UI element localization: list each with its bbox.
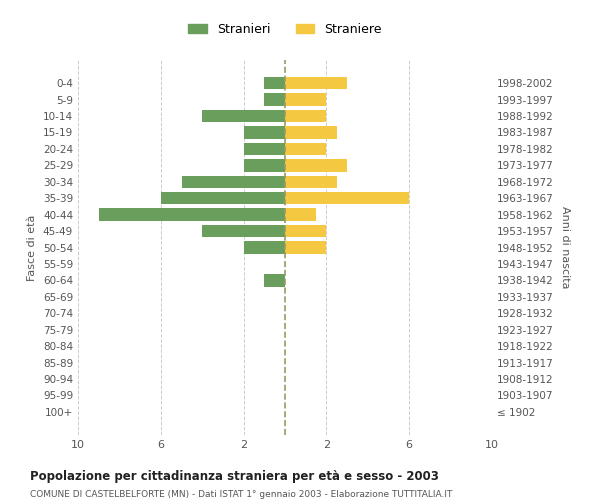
Bar [244,143,285,155]
Bar [285,110,326,122]
Bar [285,208,316,221]
Bar [285,143,326,155]
Bar [182,176,285,188]
Bar [244,126,285,138]
Y-axis label: Fasce di età: Fasce di età [28,214,37,280]
Bar [285,159,347,172]
Y-axis label: Anni di nascita: Anni di nascita [560,206,570,289]
Bar [202,110,285,122]
Bar [99,208,285,221]
Bar [265,94,285,106]
Bar [244,159,285,172]
Bar [285,225,326,237]
Text: Popolazione per cittadinanza straniera per età e sesso - 2003: Popolazione per cittadinanza straniera p… [30,470,439,483]
Bar [265,274,285,286]
Bar [285,192,409,204]
Bar [244,242,285,254]
Legend: Stranieri, Straniere: Stranieri, Straniere [183,18,387,40]
Bar [285,176,337,188]
Bar [285,77,347,90]
Text: COMUNE DI CASTELBELFORTE (MN) - Dati ISTAT 1° gennaio 2003 - Elaborazione TUTTIT: COMUNE DI CASTELBELFORTE (MN) - Dati IST… [30,490,452,499]
Bar [265,77,285,90]
Bar [202,225,285,237]
Bar [161,192,285,204]
Bar [285,242,326,254]
Bar [285,94,326,106]
Bar [285,126,337,138]
